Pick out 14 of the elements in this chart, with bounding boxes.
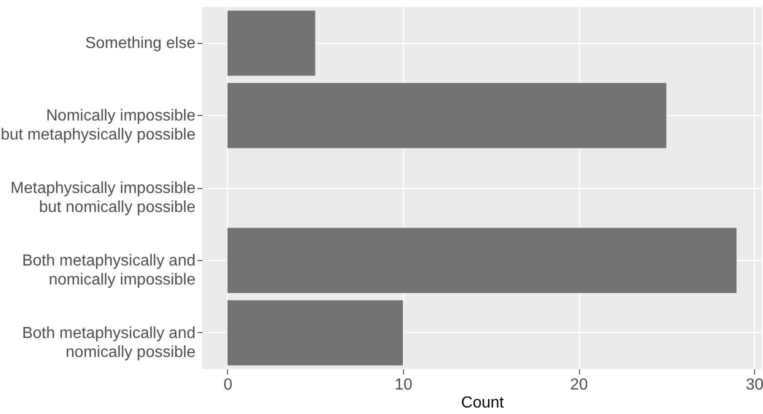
y-tick-label: Nomically impossible but metaphysically possible [0,108,196,144]
x-tick-label: 30 [746,376,763,394]
y-tick-label: Metaphysically impossible but nomically possible [10,180,196,216]
x-axis-title: Count [461,394,504,412]
bar [227,300,404,366]
y-tick-label: Both metaphysically and nomically possible [22,324,196,361]
x-tick-label: 10 [394,376,413,394]
x-tick-label: 0 [224,376,232,394]
bar [227,228,737,293]
bar [227,83,666,148]
bar [227,10,316,76]
x-tick-label: 20 [570,376,588,394]
y-tick-label: Both metaphysically and nomically impossible [22,252,196,288]
y-tick-label: Something else [85,35,196,52]
